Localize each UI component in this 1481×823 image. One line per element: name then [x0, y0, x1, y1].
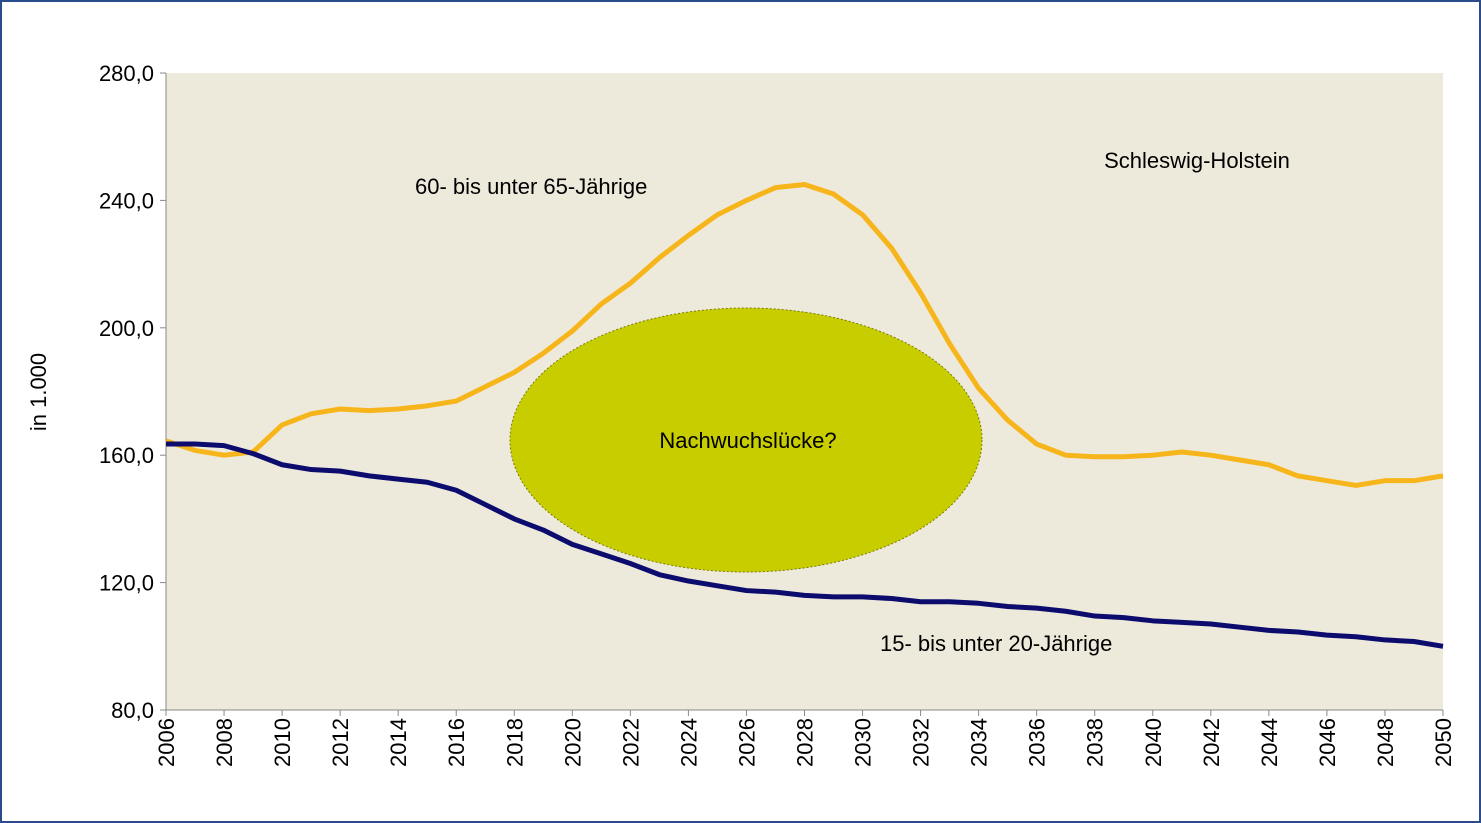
gap-ellipse: [509, 307, 983, 573]
y-tick-label: 240,0: [99, 188, 154, 213]
y-tick-label: 200,0: [99, 316, 154, 341]
y-tick-label: 280,0: [99, 61, 154, 86]
x-tick-label: 2034: [967, 718, 992, 767]
x-tick-label: 2044: [1257, 718, 1282, 767]
y-tick-label: 160,0: [99, 443, 154, 468]
x-tick-label: 2046: [1315, 718, 1340, 767]
x-tick-label: 2018: [502, 718, 527, 767]
x-tick-label: 2028: [793, 718, 818, 767]
x-tick-label: 2026: [734, 718, 759, 767]
series-line: [166, 441, 1444, 649]
y-tick-label: 80,0: [111, 698, 154, 723]
x-tick-label: 2010: [270, 718, 295, 767]
series-label: 60- bis unter 65-Jährige: [415, 174, 647, 199]
y-tick-label: 120,0: [99, 571, 154, 596]
x-tick-label: 2042: [1199, 718, 1224, 767]
y-axis-label: in 1.000: [26, 353, 51, 431]
x-tick-label: 2040: [1141, 718, 1166, 767]
x-tick-label: 2016: [444, 718, 469, 767]
x-tick-label: 2020: [560, 718, 585, 767]
x-tick-label: 2024: [676, 718, 701, 767]
x-tick-label: 2030: [851, 718, 876, 767]
x-tick-label: 2006: [154, 718, 179, 767]
x-tick-label: 2008: [212, 718, 237, 767]
x-tick-label: 2022: [618, 718, 643, 767]
series-label: 15- bis unter 20-Jährige: [880, 631, 1112, 656]
x-tick-label: 2038: [1083, 718, 1108, 767]
x-tick-label: 2048: [1373, 718, 1398, 767]
annotation: Nachwuchslücke?: [659, 428, 836, 453]
series-line: [165, 181, 1444, 488]
x-tick-label: 2032: [909, 718, 934, 767]
x-tick-label: 2012: [328, 718, 353, 767]
x-tick-label: 2036: [1025, 718, 1050, 767]
x-tick-label: 2014: [386, 718, 411, 767]
annotation: Schleswig-Holstein: [1104, 148, 1290, 173]
x-tick-label: 2050: [1431, 718, 1456, 767]
